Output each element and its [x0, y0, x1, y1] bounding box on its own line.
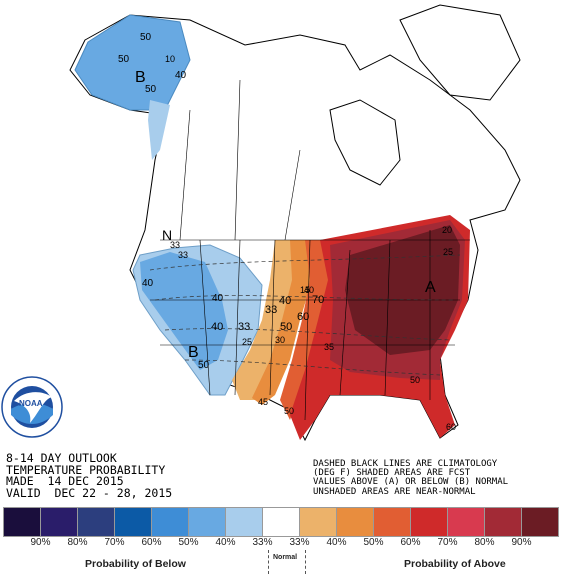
contour-c-50b: 50	[284, 406, 294, 416]
greenland-outline	[399, 4, 521, 101]
label-below-alaska: B	[135, 69, 146, 86]
contour-c-60b: 60	[446, 422, 456, 432]
contour-c-40: 40	[279, 295, 291, 307]
legend-percent-label: 70%	[437, 537, 458, 548]
title-line: TEMPERATURE PROBABILITY	[6, 462, 166, 477]
note-line: UNSHADED AREAS ARE NEAR-NORMAL	[313, 486, 476, 497]
label-below-west: B	[188, 344, 199, 361]
title-line: MADE 14 DEC 2015	[6, 474, 124, 488]
legend-swatch	[3, 507, 41, 537]
legend-swatch	[188, 507, 226, 537]
label-near-normal: N	[162, 227, 172, 243]
contour-c-25: 25	[242, 337, 252, 347]
legend-swatch	[484, 507, 522, 537]
legend-percent-label: 50%	[363, 537, 384, 548]
contour-c-45: 45	[258, 397, 268, 407]
contour-w-33a: 33	[170, 240, 180, 250]
contour-c-15: 15	[300, 285, 310, 295]
legend-swatch	[373, 507, 411, 537]
contour-w-40c: 40	[211, 321, 223, 333]
west-below-50	[140, 252, 228, 370]
contour-c-60: 60	[297, 311, 309, 323]
legend-percent-labels: 90% 80% 70% 60% 50% 40% 33% 33% 40% 50% 60% 70% 80% 9…	[3, 537, 540, 549]
contour-w-50: 50	[198, 360, 210, 371]
note-line: (DEG F) SHADED AREAS ARE FCST	[313, 468, 471, 479]
probability-legend: 90% 80% 70% 60% 50% 40% 33% 33% 40% 50% 60% 70% 80% 9…	[0, 506, 572, 580]
east-above-90	[345, 225, 460, 355]
contour-w-40b: 40	[212, 293, 224, 304]
legend-swatch	[336, 507, 374, 537]
contour-ak-50a: 50	[140, 32, 152, 43]
legend-swatch	[114, 507, 152, 537]
contour-w-33c: 33	[238, 321, 250, 333]
legend-swatch	[299, 507, 337, 537]
legend-percent-label: 90%	[511, 537, 532, 548]
legend-swatch	[151, 507, 189, 537]
contour-ak-50c: 50	[145, 84, 157, 95]
legend-percent-label: 50%	[178, 537, 199, 548]
central-above-50	[252, 240, 320, 405]
legend-swatch	[410, 507, 448, 537]
east-above-60	[280, 240, 340, 420]
contour-w-33b: 33	[178, 250, 188, 260]
climatology-lines	[149, 254, 461, 376]
legend-swatch	[262, 507, 300, 537]
title-line: 8-14 DAY OUTLOOK	[6, 451, 117, 465]
contour-c-20: 20	[442, 225, 452, 235]
legend-swatches	[3, 507, 559, 537]
boundary-lines	[150, 79, 470, 421]
contour-w-40a: 40	[142, 278, 154, 289]
legend-percent-label: 60%	[400, 537, 421, 548]
contour-ak-50b: 50	[118, 54, 130, 65]
outlook-title: 8-14 DAY OUTLOOK TEMPERATURE PROBABILITY…	[6, 451, 173, 500]
contour-ak-10: 10	[165, 54, 175, 64]
legend-swatch	[447, 507, 485, 537]
legend-normal-caption: Normal	[273, 554, 298, 561]
central-above-40	[232, 240, 310, 400]
legend-percent-label: 33%	[289, 537, 310, 548]
contour-c-50: 50	[280, 321, 292, 333]
svg-text:NOAA: NOAA	[19, 399, 43, 408]
legend-swatch	[77, 507, 115, 537]
legend-percent-label: 80%	[474, 537, 495, 548]
note-line: VALUES ABOVE (A) OR BELOW (B) NORMAL	[313, 477, 509, 488]
contour-c-33: 33	[265, 304, 277, 316]
contour-c-50c: 50	[410, 375, 420, 385]
noaa-logo: NOAA	[1, 376, 63, 438]
legend-percent-label: 40%	[326, 537, 347, 548]
hudson-bay	[329, 99, 401, 186]
note-line: DASHED BLACK LINES ARE CLIMATOLOGY	[313, 459, 498, 469]
legend-swatch	[225, 507, 263, 537]
outlook-map: B B A N 10 40 50 50 50 33 33 40 40 40 50…	[1, 4, 521, 442]
normal-divider-left	[268, 550, 269, 574]
legend-note: DASHED BLACK LINES ARE CLIMATOLOGY (DEG …	[313, 459, 509, 497]
legend-swatch	[40, 507, 78, 537]
alaska-below-40	[148, 100, 170, 160]
contour-c-35: 35	[324, 342, 334, 352]
legend-above-caption: Probability of Above	[404, 558, 506, 570]
legend-percent-label: 80%	[67, 537, 88, 548]
contour-c-40b: 40	[304, 285, 314, 295]
contour-ak-40: 40	[175, 70, 187, 81]
legend-below-caption: Probability of Below	[85, 558, 186, 570]
contour-c-70: 70	[312, 294, 324, 306]
legend-percent-label: 60%	[141, 537, 162, 548]
contour-c-25b: 25	[443, 247, 453, 257]
legend-percent-label: 33%	[252, 537, 273, 548]
legend-swatch	[521, 507, 559, 537]
title-line: VALID DEC 22 - 28, 2015	[6, 485, 173, 500]
legend-percent-label: 40%	[215, 537, 236, 548]
legend-percent-label: 90%	[30, 537, 51, 548]
contour-c-30: 30	[275, 335, 285, 345]
legend-percent-label: 70%	[104, 537, 125, 548]
label-above-east: A	[425, 279, 436, 296]
normal-divider-right	[305, 550, 306, 574]
